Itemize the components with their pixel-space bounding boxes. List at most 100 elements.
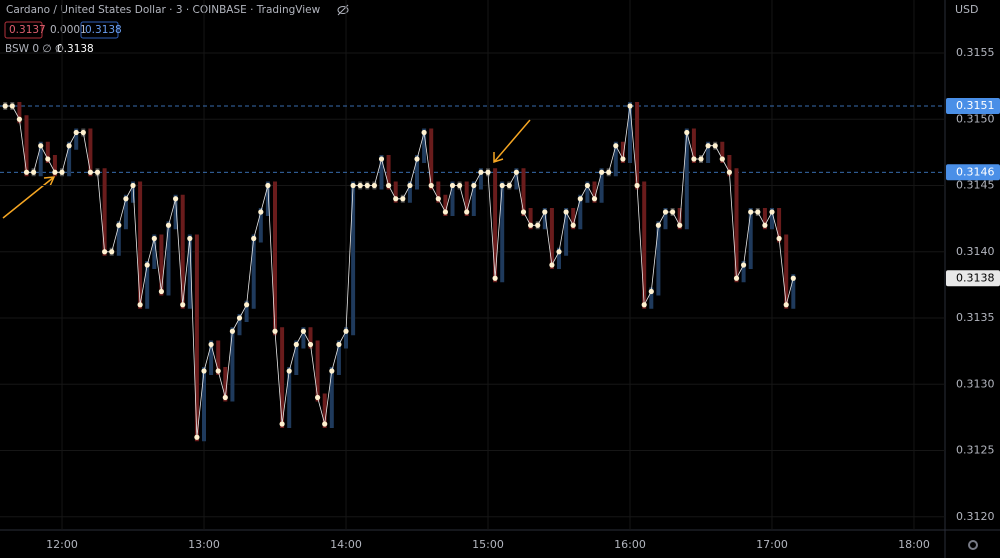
close-dot — [407, 182, 413, 189]
bar — [379, 155, 384, 190]
bar — [74, 128, 79, 150]
bar — [52, 155, 57, 177]
bar — [344, 327, 349, 349]
bar — [45, 141, 50, 163]
bar — [116, 221, 121, 256]
close-dot — [329, 368, 335, 374]
x-tick-label: 15:00 — [472, 538, 504, 551]
close-dot — [73, 129, 79, 136]
bar — [202, 367, 207, 442]
bar — [336, 340, 341, 375]
bar — [216, 340, 221, 375]
close-dot — [31, 169, 37, 175]
close-dot — [229, 328, 236, 334]
bar — [564, 208, 569, 256]
settings-icon[interactable] — [968, 540, 978, 550]
close-dot — [222, 394, 228, 401]
close-dot — [144, 262, 150, 268]
x-tick-label: 13:00 — [188, 538, 220, 551]
close-dot — [180, 302, 186, 308]
close-dot — [23, 169, 30, 175]
close-dot — [712, 143, 718, 149]
close-dot — [719, 156, 725, 162]
close-dot — [59, 169, 65, 175]
bar — [123, 194, 128, 230]
bar — [542, 208, 547, 230]
bar — [194, 234, 199, 442]
close-dot — [400, 196, 406, 202]
bar — [315, 340, 320, 402]
close-dot — [343, 328, 349, 334]
close-dot — [733, 275, 740, 281]
close-dot — [52, 169, 58, 175]
close-dot — [236, 315, 243, 321]
bar — [138, 181, 143, 309]
ask-box[interactable] — [80, 21, 119, 39]
close-dot — [130, 182, 136, 189]
close-dot — [528, 222, 534, 228]
y-tick-label: 0.3140 — [956, 245, 995, 258]
x-tick-label: 16:00 — [614, 538, 646, 551]
bar — [471, 181, 476, 216]
annotation-arrows — [2, 119, 531, 219]
close-dot — [599, 169, 605, 175]
close-dot — [201, 368, 207, 374]
close-dot — [173, 196, 179, 202]
close-dot — [648, 288, 654, 295]
close-dot — [783, 302, 789, 308]
bar — [635, 102, 640, 190]
bar — [493, 168, 498, 283]
close-dot — [669, 209, 676, 215]
bar — [102, 168, 107, 256]
bar — [549, 208, 554, 269]
close-dot — [116, 222, 122, 228]
close-dot — [535, 222, 541, 228]
bar — [67, 141, 72, 177]
bar — [265, 181, 270, 216]
bar — [628, 102, 632, 163]
close-dot — [279, 421, 285, 427]
close-dot — [158, 288, 165, 295]
last-price-bg — [946, 270, 1000, 287]
indicator-name: BSW 0 ∅ ∅ — [5, 43, 64, 55]
close-dot — [677, 222, 683, 228]
bar — [166, 221, 171, 296]
bar — [691, 128, 696, 163]
bar — [500, 181, 505, 283]
close-dot — [151, 235, 157, 242]
bar — [287, 367, 292, 428]
close-dot — [293, 341, 299, 348]
close-dot — [2, 103, 8, 109]
bar — [741, 261, 746, 283]
bar — [393, 181, 398, 203]
close-dot — [769, 209, 775, 215]
close-dot — [513, 169, 520, 175]
y-tick-label: 0.3120 — [956, 510, 995, 523]
close-dot — [698, 156, 704, 162]
bar — [301, 327, 306, 349]
bar — [422, 128, 427, 163]
close-dot — [627, 103, 633, 109]
bar — [592, 181, 597, 203]
close-dot — [45, 156, 51, 162]
close-dot — [691, 156, 697, 162]
bar — [24, 115, 29, 177]
bar — [273, 181, 278, 336]
bar — [514, 168, 519, 190]
close-dot — [549, 262, 555, 268]
currency: USD — [955, 3, 979, 16]
bar — [429, 128, 434, 190]
price-line-label-bg — [946, 98, 1000, 114]
bar — [450, 181, 455, 216]
bar — [145, 261, 150, 309]
close-dot — [87, 169, 94, 175]
bar — [38, 141, 43, 177]
close-line — [5, 105, 794, 438]
bar — [88, 128, 93, 177]
bid-box[interactable] — [4, 21, 43, 39]
bar — [528, 208, 533, 230]
close-dot — [272, 328, 278, 334]
close-dot — [740, 262, 747, 268]
close-dot — [634, 182, 640, 189]
